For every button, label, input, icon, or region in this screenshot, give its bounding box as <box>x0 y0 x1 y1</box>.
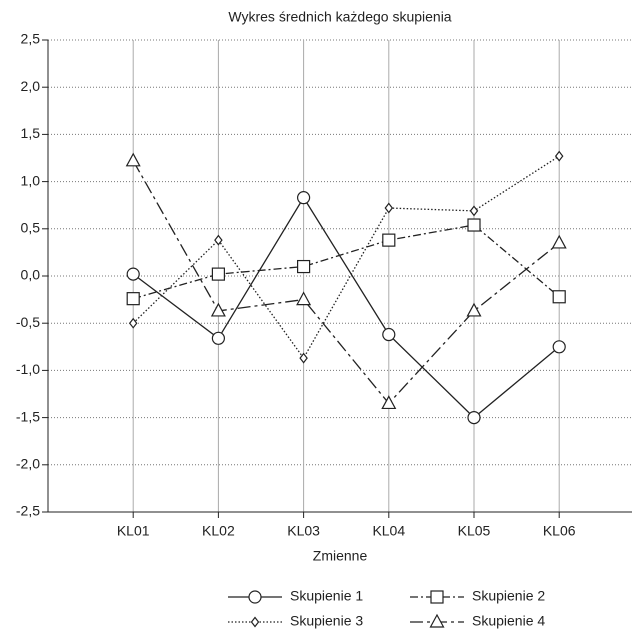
chart-title: Wykres średnich każdego skupienia <box>228 9 451 25</box>
marker-triangle <box>551 234 567 249</box>
x-tick-label: KL05 <box>458 523 491 539</box>
legend-label: Skupienie 3 <box>290 613 363 629</box>
marker-square <box>382 233 396 247</box>
marker-circle <box>211 331 225 345</box>
y-tick-label: -0,5 <box>16 314 40 330</box>
marker-triangle <box>466 302 482 317</box>
marker-square <box>552 290 566 304</box>
marker-square <box>467 218 481 232</box>
marker-diamond <box>554 150 564 162</box>
marker-circle <box>382 327 396 342</box>
y-tick-label: -1,5 <box>16 408 40 424</box>
marker-circle <box>126 267 140 281</box>
y-tick-label: 0,0 <box>21 267 41 283</box>
y-tick-label: 2,0 <box>21 78 41 94</box>
x-tick-label: KL01 <box>117 523 150 539</box>
y-tick-label: 0,5 <box>21 220 41 236</box>
marker-triangle <box>381 395 397 410</box>
marker-diamond <box>384 202 394 214</box>
series-line <box>132 155 560 360</box>
marker-square <box>297 259 311 274</box>
x-tick-label: KL03 <box>287 523 320 539</box>
marker-diamond <box>128 317 138 329</box>
marker-diamond <box>214 234 223 246</box>
x-tick-label: KL04 <box>372 523 405 539</box>
marker-square <box>430 590 444 604</box>
marker-triangle <box>210 302 226 317</box>
marker-triangle <box>429 613 445 628</box>
x-tick-label: KL06 <box>543 523 576 539</box>
marker-circle <box>248 590 262 604</box>
y-tick-label: -2,5 <box>16 503 40 519</box>
marker-triangle <box>125 152 141 167</box>
marker-circle <box>552 340 566 354</box>
marker-diamond <box>469 205 479 217</box>
series-line <box>132 160 560 405</box>
y-tick-label: -1,0 <box>16 361 40 377</box>
marker-circle <box>467 411 481 425</box>
y-tick-label: 1,0 <box>21 172 41 188</box>
marker-square <box>211 267 225 281</box>
legend-label: Skupienie 4 <box>472 613 545 629</box>
x-tick-label: KL02 <box>202 523 235 539</box>
y-tick-label: -2,0 <box>16 456 40 472</box>
marker-circle <box>297 191 311 205</box>
marker-square <box>126 292 140 306</box>
y-tick-label: 2,5 <box>21 31 41 47</box>
series-line <box>132 196 560 419</box>
marker-diamond <box>250 616 260 628</box>
y-tick-label: 1,5 <box>21 125 41 141</box>
marker-triangle <box>296 291 312 306</box>
marker-diamond <box>299 352 308 364</box>
legend-label: Skupienie 2 <box>472 588 545 604</box>
legend-label: Skupienie 1 <box>290 588 363 604</box>
x-axis-label: Zmienne <box>313 548 368 564</box>
series-line <box>133 224 560 300</box>
